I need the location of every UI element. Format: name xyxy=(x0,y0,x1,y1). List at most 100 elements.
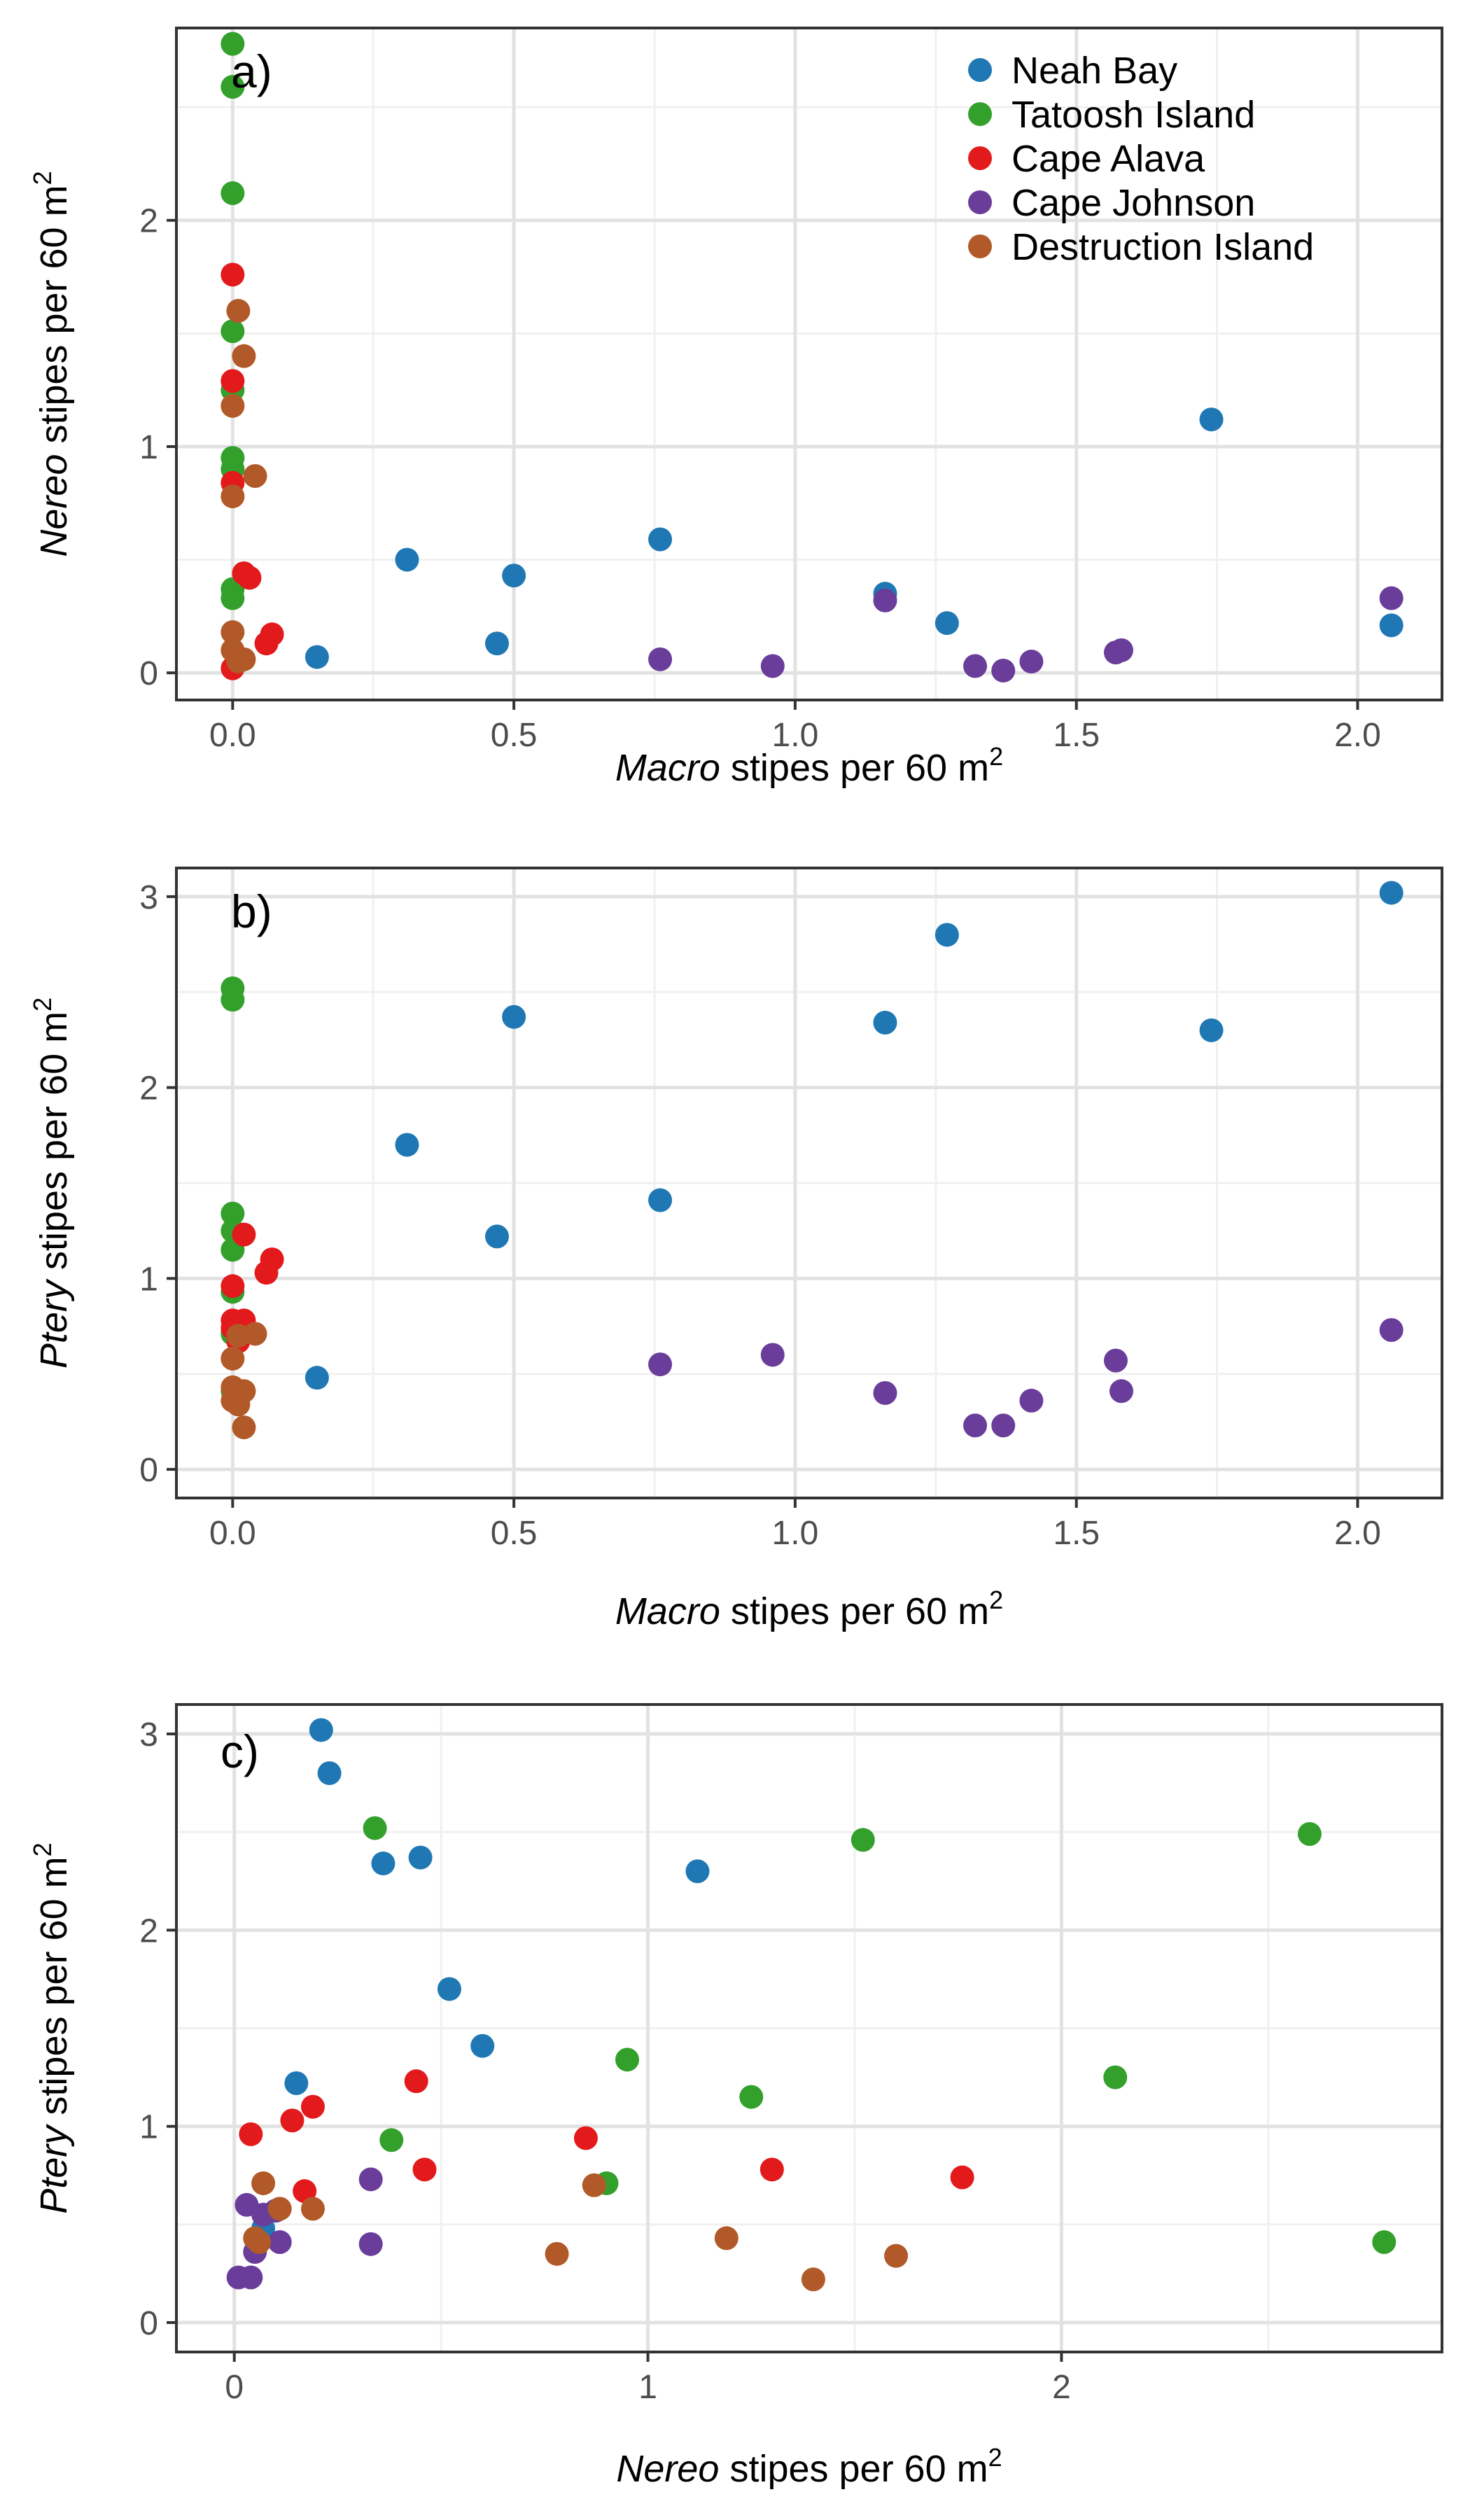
data-point xyxy=(760,2157,784,2182)
data-point xyxy=(1379,586,1404,610)
data-point xyxy=(260,1247,284,1272)
x-tick-label: 0.5 xyxy=(491,717,538,754)
data-point xyxy=(260,622,284,647)
panel-3: 0 1 2 0 1 2 3 Nereo stipes per 60 m2 Ptery stipe… xyxy=(28,1703,1443,2490)
x-tick-label: 1.5 xyxy=(1053,1515,1100,1552)
data-point xyxy=(437,1977,461,2001)
data-point xyxy=(648,527,673,552)
data-point xyxy=(873,588,897,612)
x-tick-label: 2 xyxy=(1052,2369,1071,2406)
data-point xyxy=(408,1845,433,1870)
data-point xyxy=(412,2157,437,2182)
panel-label: a) xyxy=(231,46,272,97)
data-point xyxy=(232,1415,256,1440)
legend-key xyxy=(968,146,992,170)
x-tick-label: 1 xyxy=(638,2369,657,2406)
data-point xyxy=(220,31,245,56)
data-point xyxy=(934,611,959,636)
y-tick-label: 2 xyxy=(139,1912,158,1949)
data-point xyxy=(284,2071,309,2095)
data-point xyxy=(1379,881,1404,905)
y-axis-title: Ptery stipes per 60 m2 xyxy=(28,1842,75,2213)
data-point xyxy=(237,566,262,590)
data-point xyxy=(293,2179,317,2204)
data-point xyxy=(243,464,267,488)
data-point xyxy=(300,2094,325,2119)
data-point xyxy=(220,393,245,418)
data-point xyxy=(267,2197,292,2221)
data-point xyxy=(1379,613,1404,638)
data-point xyxy=(317,1761,342,1786)
data-point xyxy=(395,1133,419,1157)
data-point xyxy=(1109,1379,1133,1404)
data-point xyxy=(573,2126,598,2150)
data-point xyxy=(304,1366,329,1390)
data-point xyxy=(220,262,245,287)
data-point xyxy=(950,2165,974,2190)
data-point xyxy=(963,1413,988,1438)
data-point xyxy=(220,586,245,610)
data-point xyxy=(232,1222,256,1247)
legend-key xyxy=(968,58,992,82)
data-point xyxy=(1103,1348,1128,1373)
data-point xyxy=(1019,650,1044,674)
data-point xyxy=(358,2167,383,2192)
y-tick-label: 0 xyxy=(139,655,158,692)
y-tick-label: 1 xyxy=(139,2109,158,2146)
x-tick-label: 0 xyxy=(225,2369,244,2406)
y-tick-label: 0 xyxy=(139,1452,158,1489)
x-tick-label: 1.0 xyxy=(772,717,819,754)
data-point xyxy=(239,2122,263,2146)
data-point xyxy=(304,645,329,669)
x-tick-label: 0.5 xyxy=(491,1515,538,1552)
data-point xyxy=(226,299,251,323)
legend-label: Cape Alava xyxy=(1011,138,1205,180)
x-tick-label: 0.0 xyxy=(209,717,256,754)
data-point xyxy=(934,923,959,947)
data-point xyxy=(220,1346,245,1371)
data-point xyxy=(485,631,510,656)
legend-key xyxy=(968,234,992,258)
x-tick-label: 2.0 xyxy=(1334,1515,1381,1552)
data-point xyxy=(884,2244,909,2268)
x-tick-label: 2.0 xyxy=(1334,717,1381,754)
data-point xyxy=(502,1004,526,1029)
legend-label: Cape Johnson xyxy=(1011,182,1255,224)
panel-1: 0.0 0.5 1.0 1.5 2.0 0 1 2 Macro stipes per 60 m2… xyxy=(28,27,1443,789)
data-point xyxy=(991,1413,1016,1438)
data-point xyxy=(1103,2065,1128,2090)
data-point xyxy=(485,1224,510,1249)
data-point xyxy=(379,2128,404,2152)
data-point xyxy=(470,2033,495,2058)
legend-key xyxy=(968,102,992,126)
y-tick-label: 0 xyxy=(139,2305,158,2342)
data-point xyxy=(1019,1388,1044,1413)
panel-2: 0.0 0.5 1.0 1.5 2.0 0 1 2 3 Macro stipes per 60 m… xyxy=(28,867,1443,1632)
data-point xyxy=(358,2232,383,2256)
y-tick-label: 3 xyxy=(139,879,158,916)
panel-border xyxy=(175,1703,1443,2353)
data-point xyxy=(220,181,245,205)
data-point xyxy=(243,1322,267,1346)
data-point xyxy=(502,564,526,588)
data-point xyxy=(404,2069,428,2094)
data-point xyxy=(714,2226,738,2250)
data-point xyxy=(1372,2230,1396,2255)
data-point xyxy=(232,344,256,368)
data-point xyxy=(220,988,245,1012)
data-point xyxy=(395,547,419,572)
data-point xyxy=(251,2171,276,2195)
y-axis-title: Nereo stipes per 60 m2 xyxy=(28,171,75,556)
data-point xyxy=(220,1201,245,1226)
x-tick-label: 0.0 xyxy=(209,1515,256,1552)
data-point xyxy=(850,1828,875,1852)
data-point xyxy=(685,1859,710,1884)
data-point xyxy=(801,2267,825,2292)
y-axis-title: Ptery stipes per 60 m2 xyxy=(28,997,75,1368)
data-point xyxy=(1379,1318,1404,1342)
data-point xyxy=(873,1010,897,1035)
data-point xyxy=(1109,638,1133,662)
data-point xyxy=(963,654,988,678)
